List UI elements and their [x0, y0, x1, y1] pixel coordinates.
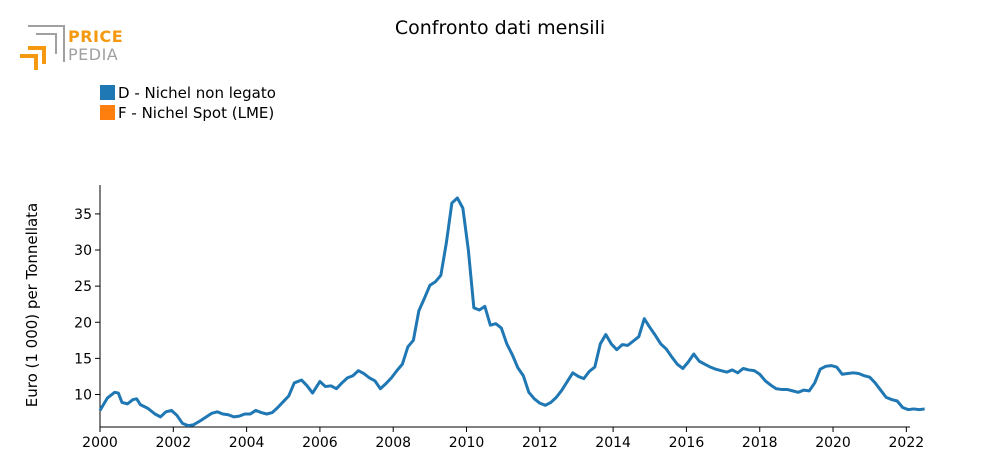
- series-layer: [98, 196, 925, 428]
- y-tick-label: 25: [74, 279, 92, 295]
- y-tick-label: 35: [74, 207, 92, 223]
- x-tick-label: 2008: [375, 435, 411, 451]
- x-tick-label: 2002: [155, 435, 191, 451]
- x-tick-label: 2006: [302, 435, 338, 451]
- y-tick-label: 10: [74, 387, 92, 403]
- logo-text-pedia: PEDIA: [68, 45, 118, 64]
- x-tick-label: 2010: [449, 435, 485, 451]
- x-tick-label: 2020: [815, 435, 851, 451]
- legend-label-series-2: F - Nichel Spot (LME): [118, 104, 274, 122]
- x-tick-label: 2016: [669, 435, 705, 451]
- y-axis-label: Euro (1 000) per Tonnellata: [23, 203, 41, 408]
- y-tick-label: 15: [74, 351, 92, 367]
- chart-title: Confronto dati mensili: [395, 17, 605, 39]
- logo-gray-mark: [28, 25, 65, 62]
- series-line-1: [98, 196, 925, 428]
- x-tick-label: 2000: [82, 435, 118, 451]
- y-tick-label: 30: [74, 243, 92, 259]
- x-tick-label: 2014: [595, 435, 631, 451]
- x-ticks: 2000 2002 2004 2006 2008 2010 2012 2014 2016 2018…: [82, 427, 924, 451]
- pricepedia-logo: PRICE PEDIA: [20, 25, 123, 70]
- x-tick-label: 2022: [889, 435, 925, 451]
- logo-orange-mark: [20, 54, 38, 70]
- y-ticks: 10 15 20 25 30 35: [74, 207, 100, 403]
- legend: D - Nichel non legato F - Nichel Spot (L…: [100, 84, 276, 122]
- logo-orange-mark-inner: [28, 46, 46, 64]
- legend-swatch-series-2: [100, 105, 115, 120]
- logo-gray-mark-inner: [36, 33, 57, 54]
- x-tick-label: 2018: [742, 435, 778, 451]
- x-tick-label: 2004: [229, 435, 265, 451]
- logo-text-price: PRICE: [68, 27, 123, 46]
- x-tick-label: 2012: [522, 435, 558, 451]
- legend-label-series-1: D - Nichel non legato: [118, 84, 276, 102]
- legend-swatch-series-1: [100, 85, 115, 100]
- y-tick-label: 20: [74, 315, 92, 331]
